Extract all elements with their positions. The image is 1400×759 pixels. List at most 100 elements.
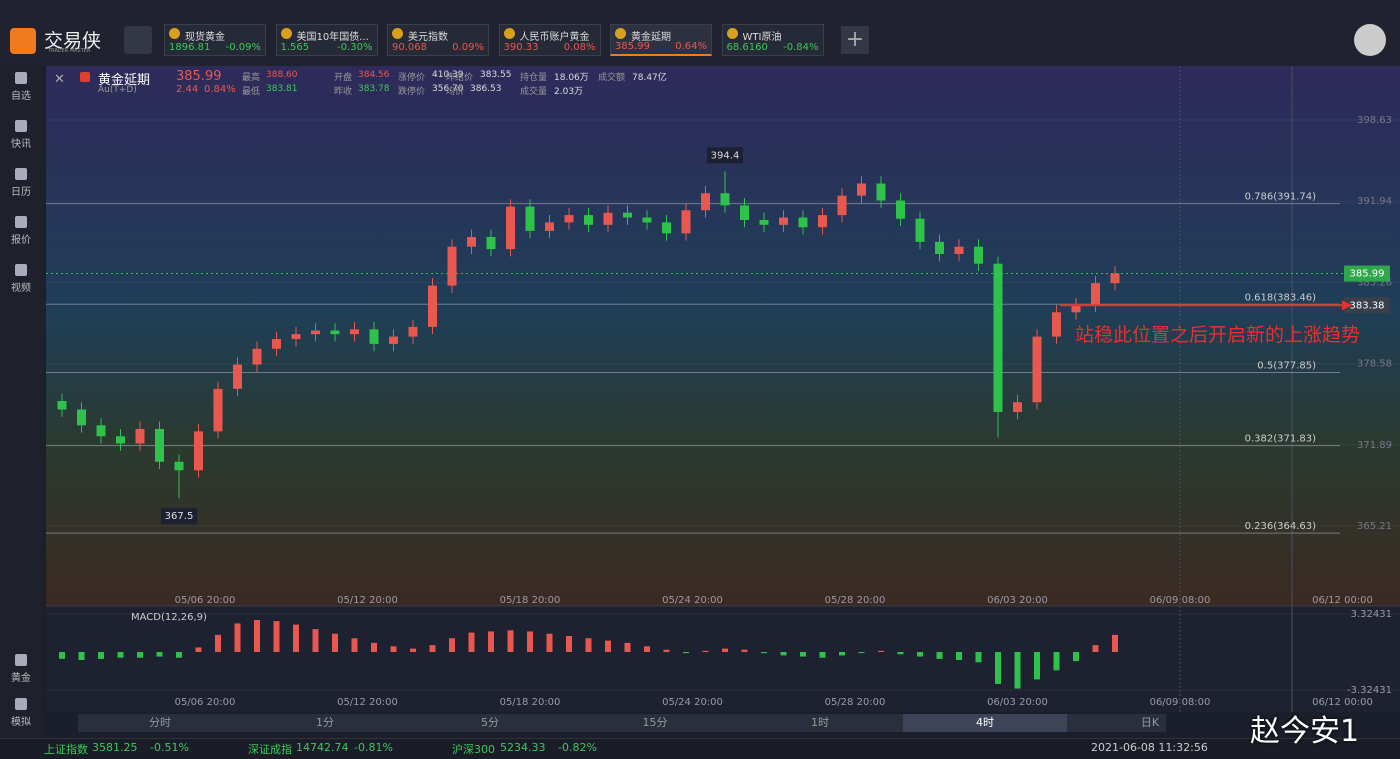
macd-bar <box>878 650 884 652</box>
macd-bar <box>741 649 748 652</box>
tab-icon <box>726 28 738 39</box>
macd-bar <box>1034 652 1040 680</box>
candle-body <box>467 236 476 247</box>
add-tab[interactable]: + <box>841 26 869 54</box>
period-tab[interactable]: 日K <box>1140 716 1160 729</box>
tab[interactable]: 美国10年国债... 1.565 -0.30% <box>275 24 378 56</box>
macd-bar <box>293 624 299 652</box>
macd-x-label: 06/09 08:00 <box>1150 697 1211 708</box>
index-name: 深证成指 <box>248 743 292 756</box>
watermark: 赵今安1 <box>1250 714 1360 749</box>
index-change: -0.81% <box>354 741 393 754</box>
macd-x-label: 06/03 20:00 <box>987 697 1048 708</box>
macd-bar <box>488 631 494 652</box>
index-value: 5234.33 <box>500 741 546 754</box>
candle-body <box>506 206 515 250</box>
macd-bar <box>215 634 221 652</box>
period-tab[interactable]: 5分 <box>481 716 499 729</box>
tab-change: -0.84% <box>783 42 819 53</box>
macd-bar <box>897 652 904 655</box>
grid-button[interactable] <box>124 26 152 54</box>
macd-x-label: 05/28 20:00 <box>825 697 886 708</box>
period-tab[interactable]: 1时 <box>811 716 829 729</box>
tab[interactable]: 现货黄金 1896.81 -0.09% <box>164 24 266 56</box>
tab-name: WTI原油 <box>742 32 782 43</box>
candle-body <box>681 210 691 234</box>
candle-body <box>1091 283 1100 306</box>
quote-name: 黄金延期 <box>98 73 151 88</box>
candle-body <box>116 436 125 444</box>
candle-body <box>974 246 983 264</box>
candle-body <box>564 215 574 223</box>
macd-bar <box>371 642 377 652</box>
logo-icon <box>10 28 36 54</box>
tab-change: 0.64% <box>675 41 707 52</box>
close-button[interactable]: ✕ <box>54 72 65 87</box>
candle-body <box>954 246 964 254</box>
candle-body <box>642 217 652 223</box>
field-value: 386.53 <box>470 84 502 94</box>
sidebar-item[interactable]: 黄金 <box>0 654 42 684</box>
macd-bar <box>410 648 416 652</box>
candle-body <box>155 428 164 462</box>
candle-body <box>96 425 106 437</box>
macd-bar <box>176 652 182 658</box>
field-value: 356.70 <box>432 84 464 94</box>
sidebar <box>0 66 44 738</box>
tab-price: 68.6160 <box>726 42 768 53</box>
field-value: 388.60 <box>266 70 298 80</box>
macd-bar <box>351 638 358 652</box>
candle-body <box>330 330 340 335</box>
tab-price: 1.565 <box>280 42 310 53</box>
tab-icon <box>503 28 515 39</box>
candle-body <box>1052 312 1061 337</box>
sidebar-item[interactable]: 自选 <box>0 72 42 102</box>
candle-body <box>837 195 847 216</box>
macd-x-label: 05/18 20:00 <box>500 697 561 708</box>
candle-body <box>525 206 535 231</box>
field-value: 383.55 <box>480 70 512 80</box>
tab[interactable]: WTI原油 68.6160 -0.84% <box>721 24 824 56</box>
low-tag <box>161 508 197 525</box>
field-value: 410.39 <box>432 70 464 80</box>
candle-body <box>779 217 788 225</box>
index-value: 3581.25 <box>92 741 138 754</box>
index-name: 沪深300 <box>452 743 495 756</box>
period-tab[interactable]: 1分 <box>316 716 334 729</box>
macd-bar <box>780 652 787 656</box>
macd-bar <box>1073 652 1079 662</box>
sidebar-label: 视频 <box>11 283 31 294</box>
candle-body <box>545 222 554 231</box>
candle-body <box>798 217 808 228</box>
sidebar-item[interactable]: 模拟 <box>0 698 42 728</box>
macd-bar <box>98 652 104 659</box>
candle-body <box>213 388 223 432</box>
tab[interactable]: 人民币账户黄金 390.33 0.08% <box>498 24 601 56</box>
period-tab[interactable]: 分时 <box>149 716 171 729</box>
tab[interactable]: 黄金延期 385.99 0.64% <box>610 24 712 56</box>
field-value: 2.03万 <box>554 87 584 97</box>
macd-bar <box>566 636 572 652</box>
macd-bar <box>1092 645 1099 652</box>
sidebar-item[interactable]: 日历 <box>0 168 42 198</box>
sidebar-item[interactable]: 视频 <box>0 264 42 294</box>
candle-body <box>1071 305 1081 313</box>
avatar[interactable] <box>1354 24 1386 56</box>
chart-panel: MACD(12,26,9) 398.63 391.94 385.26 378.58 37… <box>46 66 1400 712</box>
high-tag <box>707 147 743 164</box>
period-tab[interactable]: 4时 <box>903 714 1067 732</box>
macd-bar <box>137 652 143 658</box>
tab[interactable]: 美元指数 90.068 0.09% <box>387 24 489 56</box>
macd-bar <box>546 633 553 652</box>
fib-label: 0.236(364.63) <box>1245 521 1317 532</box>
ref-label: 383.38 <box>1350 300 1385 311</box>
period-tab[interactable]: 15分 <box>642 716 668 729</box>
candle-body <box>57 401 67 410</box>
sidebar-item[interactable]: 快讯 <box>0 120 42 150</box>
macd-bar <box>956 652 962 660</box>
y-tick-label: 378.58 <box>1357 359 1392 370</box>
candle-body <box>818 215 827 228</box>
sidebar-item[interactable]: 报价 <box>0 216 42 246</box>
macd-bar <box>975 652 982 663</box>
candle-body <box>759 219 769 225</box>
